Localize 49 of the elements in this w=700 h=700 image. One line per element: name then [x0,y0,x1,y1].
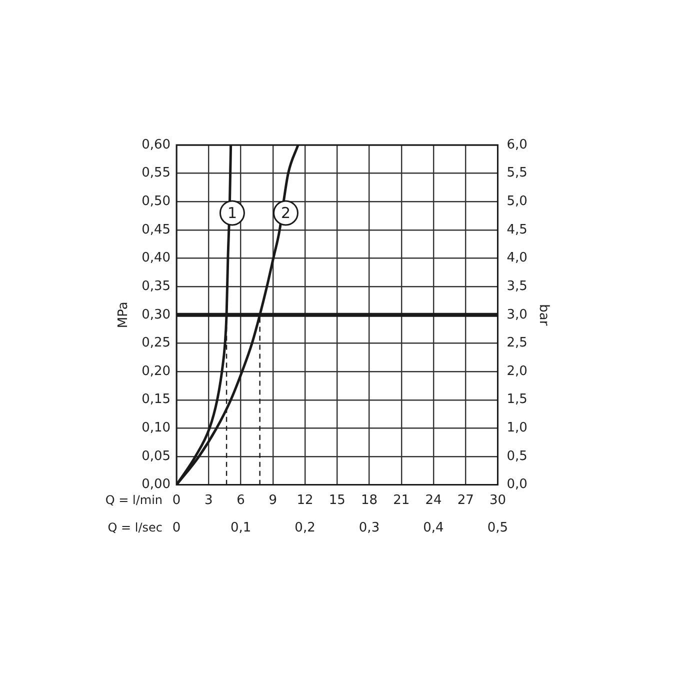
y2-tick-label: 2,0 [506,364,528,379]
x-tick-label: 6 [236,492,245,508]
x-tick-label: 12 [296,492,314,508]
x-axis-title: Q = l/min [105,492,163,507]
x2-tick-label: 0,3 [358,520,380,536]
y-tick-label: 0,25 [142,336,171,351]
y-tick-label: 0,45 [142,222,171,238]
x2-tick-label: 0,2 [294,520,316,536]
y-tick-label: 0,60 [142,137,171,152]
y2-tick-label: 5,0 [506,194,528,210]
y2-tick-label: 4,5 [506,222,528,238]
x2-tick-label: 0,1 [230,520,252,536]
x2-tick-label: 0 [172,520,181,536]
y2-tick-label: 5,5 [506,166,528,181]
x-tick-label: 24 [425,492,442,508]
annotation: 1 [227,204,237,222]
y-tick-label: 0,10 [142,420,171,436]
x-tick-label: 27 [457,492,474,508]
y-tick-label: 0,20 [142,364,171,379]
x-tick-label: 30 [489,492,506,508]
x-tick-label: 9 [268,492,278,508]
y2-tick-label: 3,0 [506,307,528,322]
y-tick-label: 0,00 [142,477,171,492]
y-tick-label: 0,15 [142,392,171,408]
x-tick-label: 21 [393,492,410,508]
x-tick-label: 18 [360,492,378,508]
y2-tick-label: 2,5 [506,336,528,351]
y2-tick-label: 3,5 [506,278,528,294]
x-tick-label: 15 [328,492,346,508]
x2-axis-title: Q = l/sec [108,520,163,535]
y2-tick-label: 0,5 [506,448,528,464]
y2-tick-label: 6,0 [506,137,528,152]
x2-tick-label: 0,4 [423,520,444,536]
x2-tick-label: 0,5 [487,520,508,536]
y-tick-label: 0,50 [142,194,171,210]
y2-axis-title: bar [536,304,551,326]
annotation: 2 [280,204,291,222]
y2-tick-label: 1,5 [506,392,528,408]
y-tick-label: 0,40 [142,250,171,266]
y2-tick-label: 4,0 [506,250,528,266]
y-tick-label: 0,05 [142,448,171,464]
y-tick-label: 0,55 [142,166,171,181]
y-tick-label: 0,35 [142,278,171,294]
x-tick-label: 3 [204,492,213,508]
y-tick-label: 0,30 [142,307,171,322]
x-tick-label: 0 [172,492,181,508]
y2-tick-label: 0,0 [506,477,528,492]
y-axis-title: MPa [116,302,132,328]
y2-tick-label: 1,0 [506,420,528,436]
